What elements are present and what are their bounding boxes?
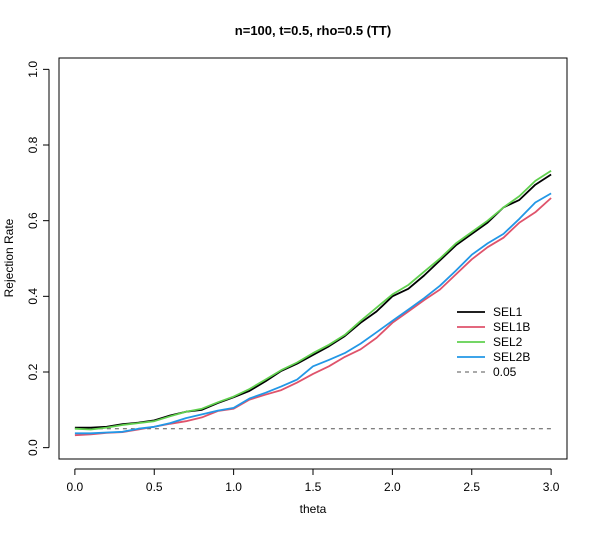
y-tick-label: 1.0 — [26, 61, 40, 78]
series-line-sel2b — [74, 192, 552, 435]
chart-title: n=100, t=0.5, rho=0.5 (TT) — [235, 23, 391, 38]
x-tick-label: 3.0 — [543, 480, 560, 494]
legend-label-sel2: SEL2 — [493, 335, 523, 349]
series-layer — [74, 169, 552, 437]
y-tick-label: 0.6 — [26, 212, 40, 229]
legend-label-0-05: 0.05 — [493, 365, 517, 379]
x-tick-label: 2.5 — [463, 480, 480, 494]
x-tick-label: 2.0 — [384, 480, 401, 494]
legend-label-sel1b: SEL1B — [493, 320, 530, 334]
x-axis-title: theta — [300, 502, 327, 516]
series-line-sel2 — [74, 169, 552, 431]
y-tick-label: 0.8 — [26, 136, 40, 153]
y-tick-label: 0.4 — [26, 288, 40, 305]
y-axis: 0.0 0.2 0.4 0.6 0.8 1.0 — [26, 61, 50, 456]
plot-frame — [58, 57, 568, 460]
x-tick-label: 0.5 — [146, 480, 163, 494]
x-tick-label: 1.5 — [305, 480, 322, 494]
x-axis: 0.0 0.5 1.0 1.5 2.0 2.5 3.0 — [67, 468, 560, 494]
x-tick-label: 1.0 — [225, 480, 242, 494]
y-axis-title: Rejection Rate — [2, 218, 16, 297]
series-line-sel1b — [74, 197, 552, 437]
legend-label-sel2b: SEL2B — [493, 350, 530, 364]
series-line-sel1 — [74, 173, 552, 429]
y-tick-label: 0.0 — [26, 439, 40, 456]
legend-label-sel1: SEL1 — [493, 305, 523, 319]
y-tick-label: 0.2 — [26, 363, 40, 380]
x-tick-label: 0.0 — [67, 480, 84, 494]
